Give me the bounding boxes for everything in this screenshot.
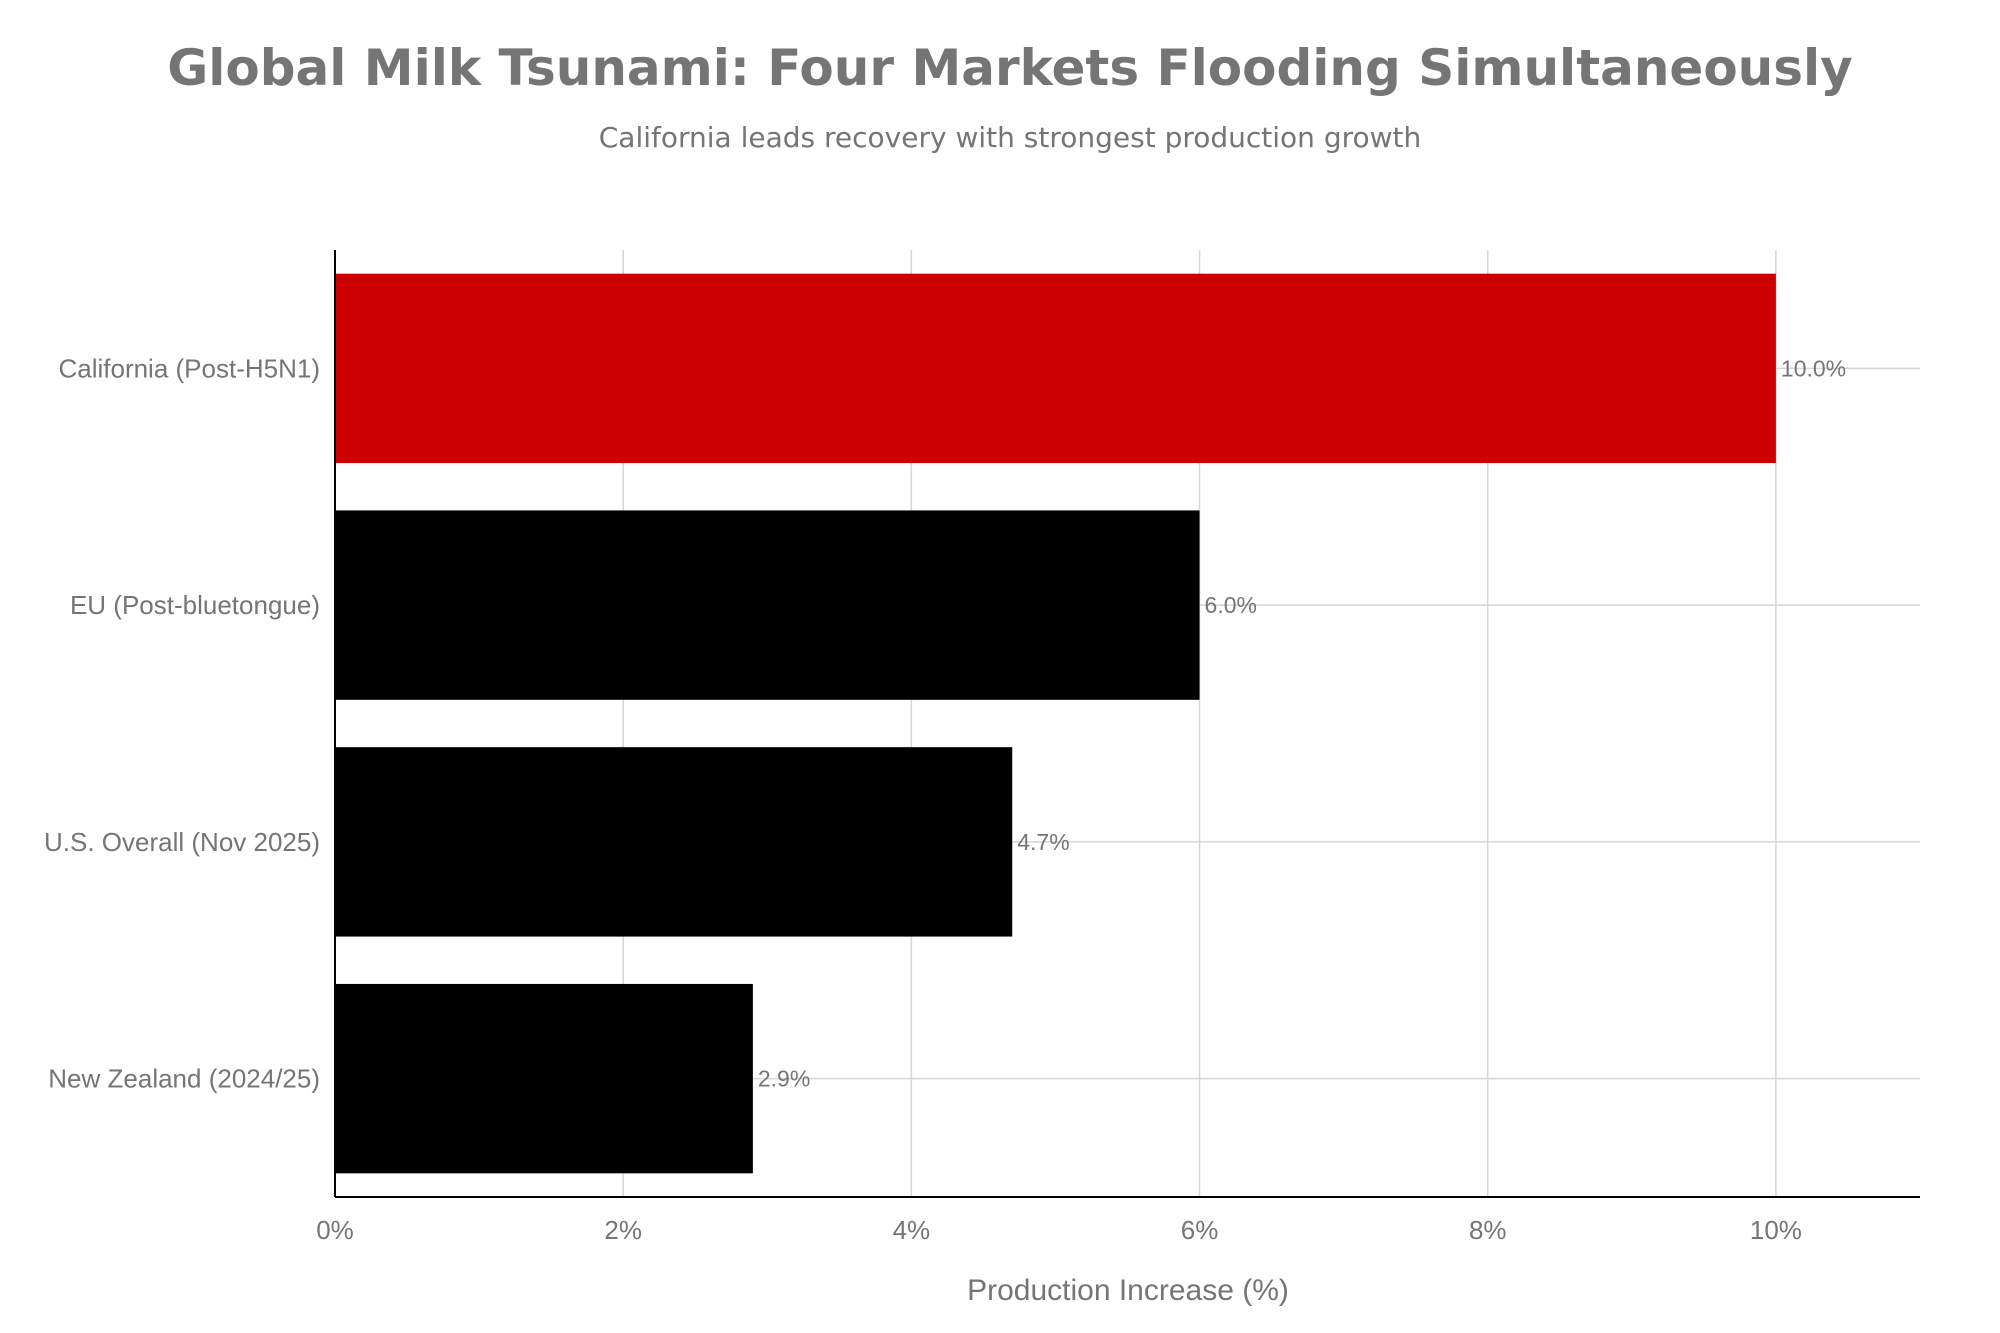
bar <box>335 983 753 1174</box>
category-label: New Zealand (2024/25) <box>48 1064 320 1094</box>
category-label: U.S. Overall (Nov 2025) <box>44 827 320 857</box>
category-label: EU (Post-bluetongue) <box>70 590 320 620</box>
x-tick-label: 10% <box>1750 1215 1802 1245</box>
x-tick-label: 8% <box>1469 1215 1507 1245</box>
x-tick-label: 2% <box>604 1215 642 1245</box>
category-label: California (Post-H5N1) <box>58 353 320 383</box>
x-tick-label: 4% <box>893 1215 931 1245</box>
bar-value-label: 10.0% <box>1781 355 1846 381</box>
bar <box>335 747 1013 937</box>
bar-value-label: 4.7% <box>1017 829 1069 855</box>
bar-value-label: 2.9% <box>758 1066 810 1092</box>
x-axis-title: Production Increase (%) <box>967 1274 1289 1307</box>
labels: 0% 2% 4% 6% 8% 10% California (Post-H5N1) 10.0%… <box>44 353 1846 1245</box>
chart-subtitle: California leads recovery with strongest… <box>599 121 1422 154</box>
x-tick-label: 6% <box>1181 1215 1219 1245</box>
bar <box>335 273 1776 464</box>
chart-title: Global Milk Tsunami: Four Markets Floodi… <box>167 39 1853 97</box>
bar <box>335 510 1200 700</box>
axes <box>334 250 1920 1198</box>
bar-value-label: 6.0% <box>1205 592 1257 618</box>
bars <box>335 273 1776 1174</box>
x-tick-label: 0% <box>316 1215 354 1245</box>
